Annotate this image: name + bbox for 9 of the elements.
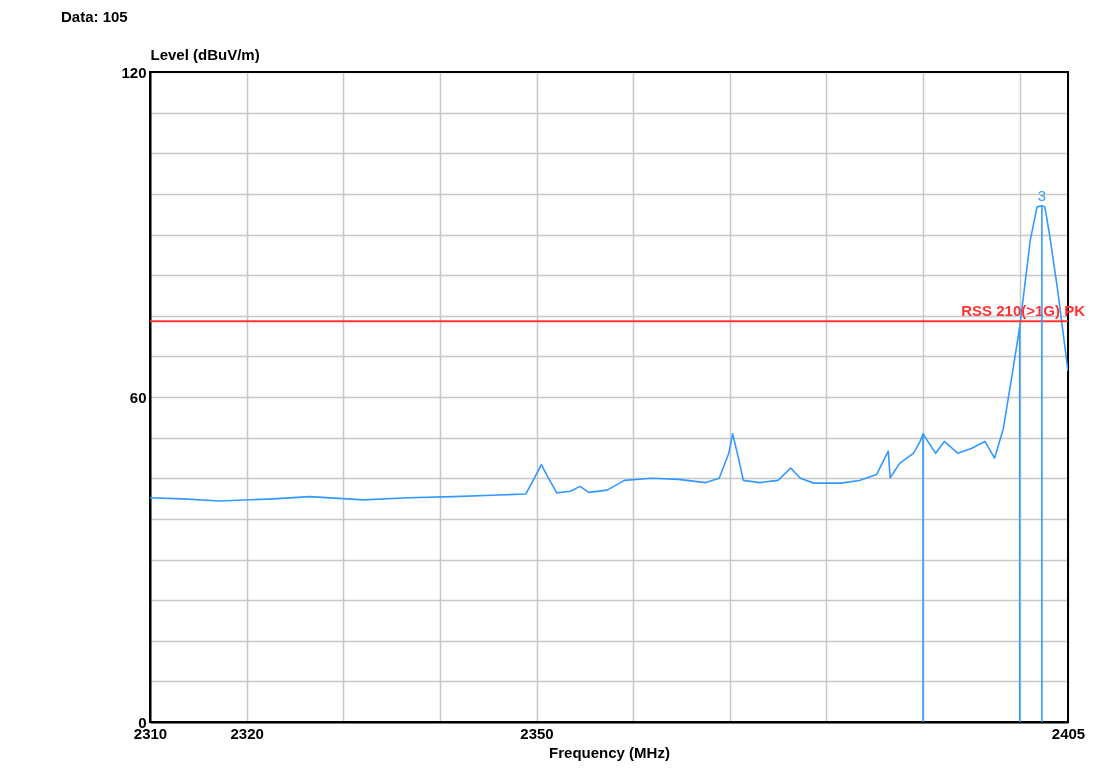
y-tick-label: 60 (129, 388, 147, 406)
x-axis-title: Frequency (MHz) (549, 743, 670, 761)
x-tick-label: 2320 (230, 724, 264, 742)
y-axis-title: Level (dBuV/m) (150, 45, 260, 63)
chart-title: Data: 105 (60, 8, 128, 25)
y-tick-label: 120 (121, 63, 147, 81)
x-tick-label: 2405 (1051, 724, 1086, 742)
annotation: 3 (1037, 186, 1047, 204)
x-tick-label: 2350 (520, 724, 554, 742)
